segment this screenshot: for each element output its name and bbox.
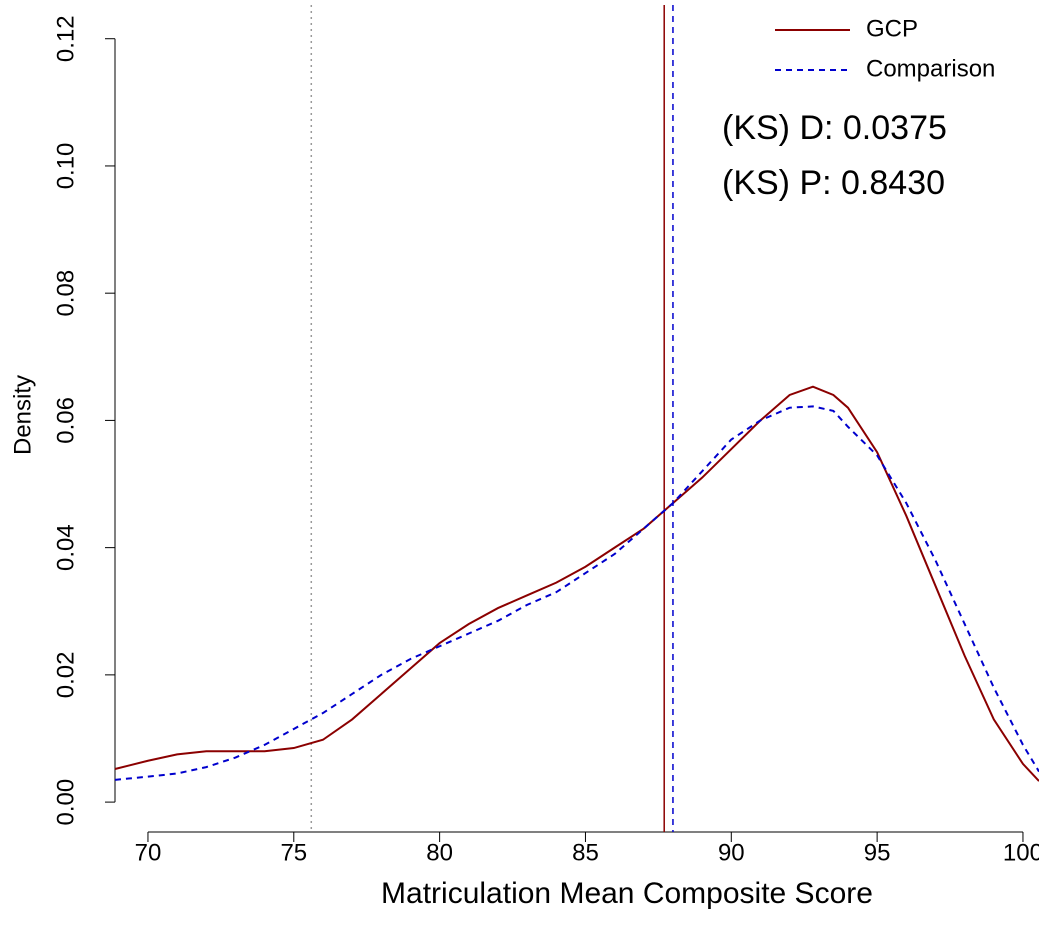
x-tick-label: 95 — [864, 839, 891, 866]
annotation: (KS) P: 0.8430 — [722, 164, 945, 202]
y-tick-label: 0.10 — [52, 143, 79, 190]
y-tick-label: 0.04 — [52, 524, 79, 571]
x-axis-label: Matriculation Mean Composite Score — [381, 877, 873, 910]
x-tick-label: 85 — [572, 839, 599, 866]
density-line — [114, 405, 1039, 781]
density-line — [114, 385, 1039, 782]
x-tick-label: 90 — [718, 839, 745, 866]
y-tick-label: 0.06 — [52, 397, 79, 444]
y-tick-label: 0.02 — [52, 652, 79, 699]
y-tick-label: 0.12 — [52, 15, 79, 62]
legend-label: GCP — [866, 15, 918, 42]
x-tick-label: 75 — [280, 839, 307, 866]
x-tick-label: 100 — [1003, 839, 1039, 866]
y-tick-label: 0.00 — [52, 779, 79, 826]
x-tick-label: 70 — [135, 839, 162, 866]
legend-label: Comparison — [866, 55, 995, 82]
annotation: (KS) D: 0.0375 — [722, 109, 947, 147]
y-tick-label: 0.08 — [52, 270, 79, 317]
x-tick-label: 80 — [426, 839, 453, 866]
y-axis-label: Density — [9, 375, 36, 455]
